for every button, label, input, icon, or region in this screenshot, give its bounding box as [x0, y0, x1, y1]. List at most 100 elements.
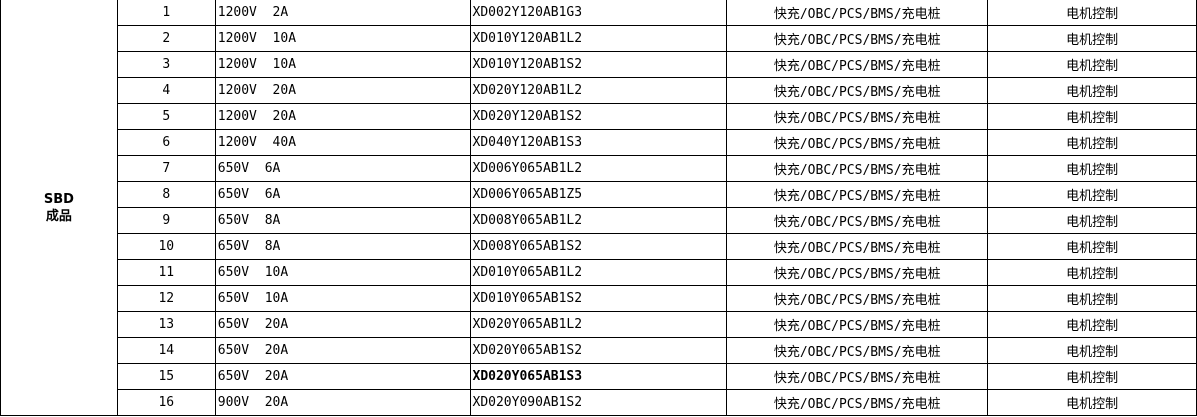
part-number-cell: XD010Y120AB1S2	[469, 51, 728, 78]
row-number-cell: 4	[116, 77, 216, 104]
part-number-cell: XD020Y120AB1S2	[469, 103, 728, 130]
row-number-cell: 16	[116, 389, 216, 416]
part-number-cell: XD020Y065AB1S2	[469, 337, 728, 364]
spec-cell: 650V 6A	[214, 155, 471, 182]
usage-cell: 电机控制	[987, 155, 1197, 182]
application-cell: 快充/OBC/PCS/BMS/充电桩	[726, 363, 989, 390]
application-cell: 快充/OBC/PCS/BMS/充电桩	[726, 25, 989, 52]
usage-cell: 电机控制	[987, 233, 1197, 260]
spec-cell: 650V 20A	[214, 311, 471, 338]
part-number-cell: XD010Y065AB1S2	[469, 285, 728, 312]
row-number-cell: 12	[116, 285, 216, 312]
application-cell: 快充/OBC/PCS/BMS/充电桩	[726, 129, 989, 156]
part-number-cell: XD006Y065AB1L2	[469, 155, 728, 182]
table-row: 7 650V 6A XD006Y065AB1L2 快充/OBC/PCS/BMS/充电桩…	[1, 155, 1197, 182]
row-number-cell: 10	[116, 233, 216, 260]
spec-cell: 900V 20A	[214, 389, 471, 416]
application-cell: 快充/OBC/PCS/BMS/充电桩	[726, 0, 989, 26]
application-cell: 快充/OBC/PCS/BMS/充电桩	[726, 337, 989, 364]
table-row: 6 1200V 40A XD040Y120AB1S3 快充/OBC/PCS/BMS/充…	[1, 129, 1197, 156]
application-cell: 快充/OBC/PCS/BMS/充电桩	[726, 103, 989, 130]
spec-cell: 650V 20A	[214, 337, 471, 364]
table-row: 16 900V 20A XD020Y090AB1S2 快充/OBC/PCS/BMS/充…	[1, 389, 1197, 416]
usage-cell: 电机控制	[987, 103, 1197, 130]
usage-cell: 电机控制	[987, 0, 1197, 26]
row-number-cell: 9	[116, 207, 216, 234]
table-row: 9 650V 8A XD008Y065AB1L2 快充/OBC/PCS/BMS/充电桩…	[1, 207, 1197, 234]
table-row: 3 1200V 10A XD010Y120AB1S2 快充/OBC/PCS/BMS/充…	[1, 51, 1197, 78]
application-cell: 快充/OBC/PCS/BMS/充电桩	[726, 77, 989, 104]
application-cell: 快充/OBC/PCS/BMS/充电桩	[726, 259, 989, 286]
application-cell: 快充/OBC/PCS/BMS/充电桩	[726, 233, 989, 260]
usage-cell: 电机控制	[987, 51, 1197, 78]
part-number-cell: XD020Y120AB1L2	[469, 77, 728, 104]
row-number-cell: 13	[116, 311, 216, 338]
spec-cell: 1200V 10A	[214, 25, 471, 52]
spec-cell: 650V 6A	[214, 181, 471, 208]
spec-cell: 1200V 10A	[214, 51, 471, 78]
row-number-cell: 6	[116, 129, 216, 156]
row-number-cell: 15	[116, 363, 216, 390]
application-cell: 快充/OBC/PCS/BMS/充电桩	[726, 51, 989, 78]
application-cell: 快充/OBC/PCS/BMS/充电桩	[726, 207, 989, 234]
spec-cell: 650V 8A	[214, 233, 471, 260]
usage-cell: 电机控制	[987, 285, 1197, 312]
spec-cell: 1200V 20A	[214, 77, 471, 104]
usage-cell: 电机控制	[987, 129, 1197, 156]
spec-cell: 1200V 2A	[214, 0, 471, 26]
table-row: 8 650V 6A XD006Y065AB1Z5 快充/OBC/PCS/BMS/充电桩…	[1, 181, 1197, 208]
usage-cell: 电机控制	[987, 337, 1197, 364]
usage-cell: 电机控制	[987, 207, 1197, 234]
spec-cell: 650V 8A	[214, 207, 471, 234]
table-row: 2 1200V 10A XD010Y120AB1L2 快充/OBC/PCS/BMS/充…	[1, 25, 1197, 52]
row-number-cell: 8	[116, 181, 216, 208]
row-number-cell: 11	[116, 259, 216, 286]
part-number-cell: XD040Y120AB1S3	[469, 129, 728, 156]
usage-cell: 电机控制	[987, 259, 1197, 286]
row-number-cell: 3	[116, 51, 216, 78]
part-number-cell: XD010Y120AB1L2	[469, 25, 728, 52]
part-number-cell: XD008Y065AB1L2	[469, 207, 728, 234]
part-number-cell: XD020Y090AB1S2	[469, 389, 728, 416]
application-cell: 快充/OBC/PCS/BMS/充电桩	[726, 389, 989, 416]
category-line1: SBD	[43, 191, 74, 207]
table-row: 14 650V 20A XD020Y065AB1S2 快充/OBC/PCS/BMS/充…	[1, 337, 1197, 364]
part-number-cell: XD002Y120AB1G3	[469, 0, 728, 26]
usage-cell: 电机控制	[987, 25, 1197, 52]
table-row: 13 650V 20A XD020Y065AB1L2 快充/OBC/PCS/BMS/充…	[1, 311, 1197, 338]
table-row: 5 1200V 20A XD020Y120AB1S2 快充/OBC/PCS/BMS/充…	[1, 103, 1197, 130]
row-number-cell: 7	[116, 155, 216, 182]
spec-cell: 650V 20A	[214, 363, 471, 390]
spec-cell: 1200V 20A	[214, 103, 471, 130]
usage-cell: 电机控制	[987, 363, 1197, 390]
table-row: 11 650V 10A XD010Y065AB1L2 快充/OBC/PCS/BMS/充…	[1, 259, 1197, 286]
spec-cell: 650V 10A	[214, 285, 471, 312]
table-row: 10 650V 8A XD008Y065AB1S2 快充/OBC/PCS/BMS/充电…	[1, 233, 1197, 260]
application-cell: 快充/OBC/PCS/BMS/充电桩	[726, 285, 989, 312]
spec-cell: 650V 10A	[214, 259, 471, 286]
table-row: 15 650V 20A XD020Y065AB1S3 快充/OBC/PCS/BMS/充…	[1, 363, 1197, 390]
row-number-cell: 1	[116, 0, 216, 26]
usage-cell: 电机控制	[987, 181, 1197, 208]
table-row: 12 650V 10A XD010Y065AB1S2 快充/OBC/PCS/BMS/充…	[1, 285, 1197, 312]
application-cell: 快充/OBC/PCS/BMS/充电桩	[726, 181, 989, 208]
application-cell: 快充/OBC/PCS/BMS/充电桩	[726, 311, 989, 338]
category-line2: 成品	[45, 208, 72, 224]
usage-cell: 电机控制	[987, 389, 1197, 416]
row-number-cell: 2	[116, 25, 216, 52]
row-number-cell: 5	[116, 103, 216, 130]
table-row: 4 1200V 20A XD020Y120AB1L2 快充/OBC/PCS/BMS/充…	[1, 77, 1197, 104]
usage-cell: 电机控制	[987, 311, 1197, 338]
part-number-cell: XD006Y065AB1Z5	[469, 181, 728, 208]
spec-cell: 1200V 40A	[214, 129, 471, 156]
application-cell: 快充/OBC/PCS/BMS/充电桩	[726, 155, 989, 182]
row-number-cell: 14	[116, 337, 216, 364]
usage-cell: 电机控制	[987, 77, 1197, 104]
part-number-cell: XD008Y065AB1S2	[469, 233, 728, 260]
part-number-cell: XD010Y065AB1L2	[469, 259, 728, 286]
category-cell: SBD 成品	[0, 0, 118, 416]
part-number-cell: XD020Y065AB1S3	[469, 363, 728, 390]
